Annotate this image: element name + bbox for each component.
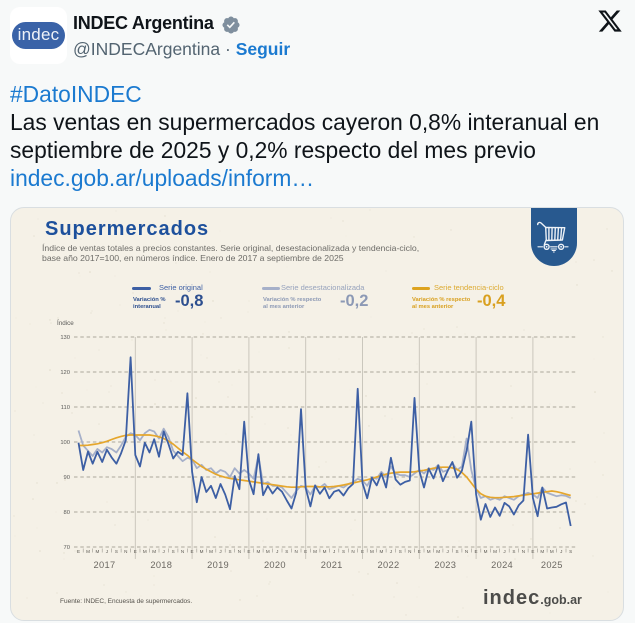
svg-text:M: M [313,549,317,554]
svg-text:100: 100 [60,440,70,446]
svg-text:M: M [266,549,270,554]
svg-text:S: S [115,549,118,554]
svg-text:N: N [124,549,127,554]
svg-text:80: 80 [64,510,70,516]
svg-text:S: S [285,549,288,554]
svg-text:2022: 2022 [378,560,400,570]
svg-text:M: M [86,549,90,554]
svg-text:M: M [484,549,488,554]
svg-text:E: E [134,549,137,554]
svg-text:J: J [333,549,335,554]
svg-text:120: 120 [60,370,70,376]
svg-text:M: M [370,549,374,554]
svg-text:M: M [379,549,383,554]
svg-text:130: 130 [60,335,70,341]
svg-text:2025: 2025 [541,560,563,570]
svg-text:M: M [143,549,147,554]
svg-text:J: J [106,549,108,554]
svg-text:2017: 2017 [94,560,116,570]
svg-text:2019: 2019 [207,560,229,570]
svg-text:E: E [531,549,534,554]
svg-text:2023: 2023 [434,560,456,570]
svg-text:N: N [408,549,411,554]
svg-text:J: J [219,549,221,554]
svg-text:M: M [550,549,554,554]
svg-text:J: J [447,549,449,554]
svg-text:E: E [247,549,250,554]
svg-text:2020: 2020 [264,560,286,570]
svg-text:N: N [295,549,298,554]
svg-text:E: E [418,549,421,554]
svg-text:J: J [503,549,505,554]
svg-text:S: S [569,549,572,554]
svg-text:110: 110 [61,405,70,411]
svg-text:N: N [238,549,241,554]
svg-text:90: 90 [64,475,70,481]
svg-text:M: M [95,549,99,554]
svg-text:2021: 2021 [321,560,343,570]
svg-text:2024: 2024 [491,560,513,570]
svg-text:J: J [163,549,165,554]
svg-text:M: M [256,549,260,554]
svg-text:M: M [209,549,213,554]
svg-text:S: S [399,549,402,554]
svg-text:J: J [560,549,562,554]
svg-text:S: S [456,549,459,554]
svg-text:M: M [152,549,156,554]
svg-text:S: S [172,549,175,554]
svg-text:S: S [512,549,515,554]
svg-text:E: E [304,549,307,554]
svg-text:J: J [276,549,278,554]
svg-text:Índice: Índice [57,318,74,327]
svg-text:E: E [361,549,364,554]
svg-text:S: S [228,549,231,554]
svg-text:M: M [200,549,204,554]
svg-text:N: N [522,549,525,554]
svg-text:2018: 2018 [150,560,172,570]
svg-text:E: E [191,549,194,554]
svg-text:M: M [323,549,327,554]
svg-text:70: 70 [64,545,70,551]
svg-text:M: M [540,549,544,554]
svg-text:M: M [436,549,440,554]
svg-text:M: M [427,549,431,554]
svg-text:N: N [181,549,184,554]
svg-text:M: M [493,549,497,554]
svg-text:S: S [342,549,345,554]
svg-text:N: N [351,549,354,554]
svg-text:E: E [77,549,80,554]
svg-text:E: E [475,549,478,554]
svg-text:J: J [390,549,392,554]
svg-text:N: N [465,549,468,554]
